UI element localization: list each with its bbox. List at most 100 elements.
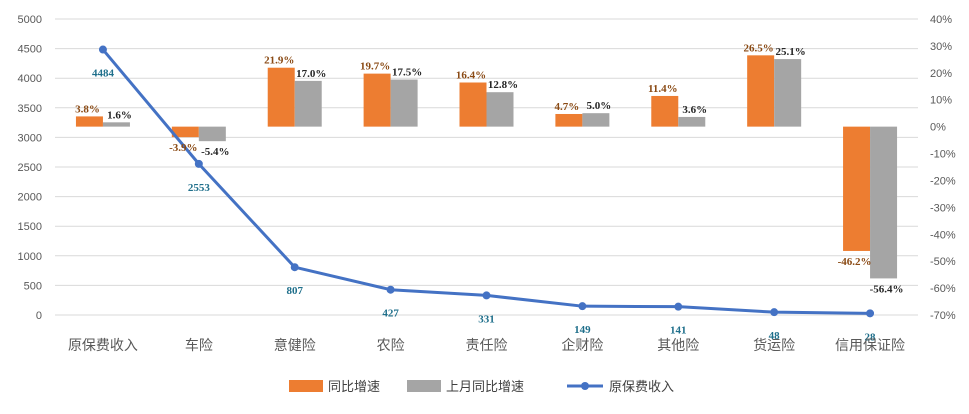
bar-prev-month-yoy bbox=[102, 122, 130, 127]
bar-prev-month-yoy bbox=[294, 80, 322, 127]
bar-yoy-label: 19.7% bbox=[360, 61, 390, 73]
line-series-group bbox=[98, 45, 875, 318]
bar-yoy bbox=[267, 67, 295, 127]
left-tick-label: 5000 bbox=[18, 14, 42, 26]
premium-income-point bbox=[98, 45, 107, 54]
right-tick-label: -30% bbox=[930, 202, 956, 214]
right-tick-label: 30% bbox=[930, 41, 952, 53]
category-label: 意健险 bbox=[274, 337, 316, 354]
bar-yoy-label: 4.7% bbox=[555, 101, 580, 113]
category-label: 车险 bbox=[185, 337, 213, 354]
bar-yoy-label: 11.4% bbox=[648, 83, 678, 95]
right-y-axis: -70% -60% -50% -40% -30% -20% -10% 0% 10% 20% 30% 4… bbox=[930, 14, 956, 322]
right-tick-label: -20% bbox=[930, 175, 956, 187]
category-label: 企财险 bbox=[561, 337, 603, 354]
legend: 同比增速 上月同比增速 原保费收入 bbox=[289, 380, 674, 395]
premium-income-label: 4484 bbox=[92, 68, 115, 80]
premium-income-point bbox=[578, 302, 587, 311]
left-tick-label: 1500 bbox=[18, 221, 42, 233]
premium-income-label: 28 bbox=[865, 331, 877, 343]
bar-yoy-label: 3.8% bbox=[75, 103, 100, 115]
bar-prev-month-yoy-label: 1.6% bbox=[107, 109, 132, 121]
bar-prev-month-yoy bbox=[486, 92, 514, 127]
bar-yoy bbox=[843, 126, 871, 251]
legend-label-yoy: 同比增速 bbox=[328, 380, 380, 395]
premium-income-point bbox=[770, 308, 779, 317]
bar-prev-month-yoy-label: 17.0% bbox=[296, 68, 326, 80]
premium-income-label: 427 bbox=[382, 308, 399, 320]
left-tick-label: 2000 bbox=[18, 192, 42, 204]
left-tick-label: 4000 bbox=[18, 73, 42, 85]
bar-prev-month-yoy-label: 3.6% bbox=[682, 104, 707, 116]
category-axis: 原保费收入 车险 意健险 农险 责任险 企财险 其他险 货运险 信用保证险 bbox=[68, 337, 905, 354]
bar-prev-month-yoy-label: -5.4% bbox=[201, 146, 229, 158]
bar-prev-month-yoy-label: 12.8% bbox=[488, 79, 518, 91]
premium-income-label: 807 bbox=[286, 285, 303, 297]
premium-income-point bbox=[482, 291, 491, 300]
left-tick-label: 3500 bbox=[18, 103, 42, 115]
right-tick-label: 10% bbox=[930, 95, 952, 107]
premium-income-point bbox=[674, 302, 683, 311]
bar-prev-month-yoy-label: 25.1% bbox=[776, 46, 806, 58]
bar-prev-month-yoy bbox=[582, 113, 610, 127]
category-label: 货运险 bbox=[753, 337, 795, 354]
premium-income-label: 331 bbox=[478, 313, 495, 325]
bar-prev-month-yoy-label: 5.0% bbox=[587, 100, 612, 112]
legend-swatch-yoy bbox=[289, 380, 323, 392]
right-tick-label: -40% bbox=[930, 229, 956, 241]
bar-yoy-label: 21.9% bbox=[264, 55, 294, 67]
left-tick-label: 1000 bbox=[18, 251, 42, 263]
bar-prev-month-yoy bbox=[870, 126, 898, 279]
left-y-axis: 0 500 1000 1500 2000 2500 3000 3500 4000 4500 5000 bbox=[18, 14, 42, 322]
premium-income-label: 2553 bbox=[188, 182, 211, 194]
bar-yoy-label: 26.5% bbox=[744, 42, 774, 54]
right-tick-label: 0% bbox=[930, 122, 946, 134]
bar-prev-month-yoy bbox=[390, 79, 418, 127]
premium-income-point bbox=[866, 309, 875, 318]
bar-yoy-label: 16.4% bbox=[456, 70, 486, 82]
data-labels: 3.8% -3.9% 21.9% 19.7% 16.4% 4.7% 11.4% 26.5% -4… bbox=[75, 42, 903, 343]
legend-marker-premium-income bbox=[581, 382, 589, 390]
left-tick-label: 0 bbox=[36, 310, 42, 322]
bar-yoy-label: -46.2% bbox=[838, 256, 872, 268]
left-tick-label: 4500 bbox=[18, 44, 42, 56]
bar-yoy bbox=[747, 55, 775, 127]
left-tick-label: 2500 bbox=[18, 162, 42, 174]
bar-yoy bbox=[459, 82, 487, 127]
bar-prev-month-yoy-label: -56.4% bbox=[870, 283, 904, 295]
bar-yoy bbox=[363, 73, 391, 127]
right-tick-label: -10% bbox=[930, 149, 956, 161]
bar-prev-month-yoy-label: 17.5% bbox=[392, 67, 422, 79]
right-tick-label: -50% bbox=[930, 256, 956, 268]
category-label: 信用保证险 bbox=[835, 338, 905, 354]
left-tick-label: 500 bbox=[24, 280, 42, 292]
bar-yoy bbox=[555, 113, 583, 127]
premium-income-label: 141 bbox=[670, 325, 687, 337]
premium-income-point bbox=[194, 159, 203, 168]
legend-swatch-prev-month-yoy bbox=[407, 380, 441, 392]
category-label: 农险 bbox=[377, 338, 405, 354]
right-tick-label: -70% bbox=[930, 310, 956, 322]
bar-prev-month-yoy bbox=[678, 116, 706, 127]
right-tick-label: -60% bbox=[930, 283, 956, 295]
bar-prev-month-yoy bbox=[198, 126, 226, 142]
premium-income-label: 48 bbox=[769, 330, 781, 342]
premium-income-label: 149 bbox=[574, 324, 591, 336]
right-tick-label: 20% bbox=[930, 68, 952, 80]
premium-income-point bbox=[290, 263, 299, 272]
category-label: 责任险 bbox=[466, 338, 508, 354]
bar-yoy bbox=[651, 95, 679, 127]
bar-yoy-label: -3.9% bbox=[169, 142, 197, 154]
bar-prev-month-yoy bbox=[774, 59, 802, 127]
legend-label-prev-month-yoy: 上月同比增速 bbox=[446, 380, 524, 395]
premium-income-point bbox=[386, 285, 395, 294]
right-tick-label: 40% bbox=[930, 14, 952, 26]
category-label: 其他险 bbox=[657, 338, 699, 354]
category-label: 原保费收入 bbox=[68, 338, 138, 354]
bar-series-group bbox=[75, 55, 898, 279]
legend-label-premium-income: 原保费收入 bbox=[609, 380, 674, 395]
left-tick-label: 3000 bbox=[18, 132, 42, 144]
bar-yoy bbox=[171, 126, 199, 138]
